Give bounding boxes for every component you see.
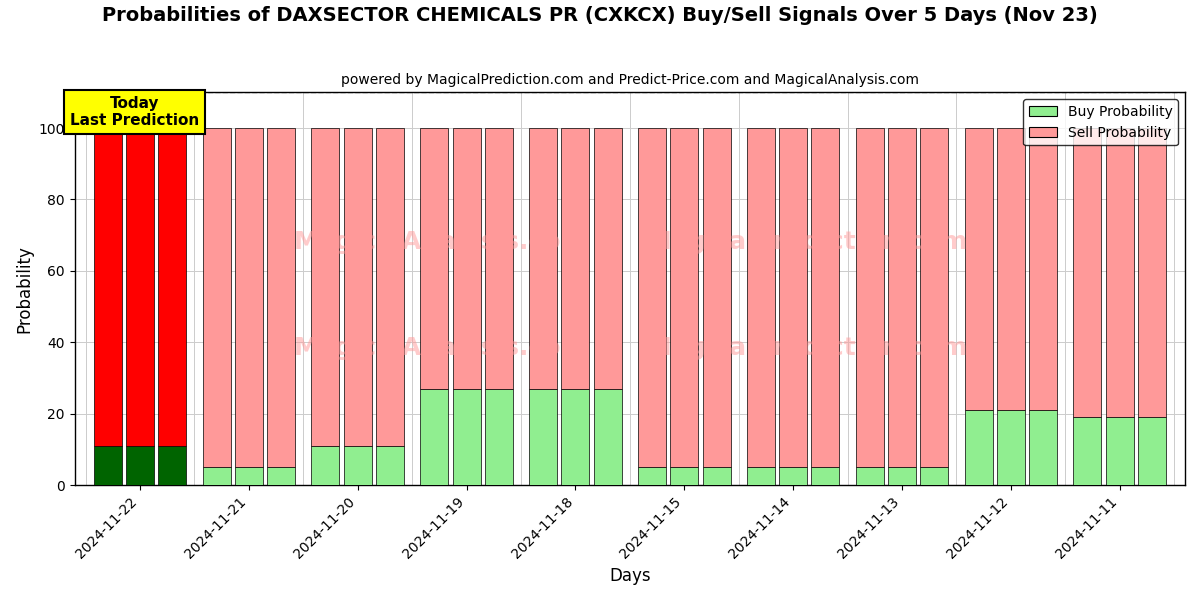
Bar xyxy=(529,128,557,389)
Bar xyxy=(1105,128,1134,417)
Bar xyxy=(562,389,589,485)
Bar xyxy=(856,467,883,485)
Bar xyxy=(485,389,512,485)
Text: MagicalAnalysis.com: MagicalAnalysis.com xyxy=(294,230,588,254)
Bar xyxy=(343,446,372,485)
Bar xyxy=(965,128,992,410)
Bar xyxy=(343,128,372,446)
Bar xyxy=(452,389,480,485)
Text: MagicalAnalysis.com: MagicalAnalysis.com xyxy=(294,335,588,359)
Bar xyxy=(126,128,154,446)
Bar xyxy=(702,128,731,467)
Bar xyxy=(746,128,775,467)
Bar xyxy=(1074,417,1102,485)
Bar xyxy=(965,410,992,485)
X-axis label: Days: Days xyxy=(610,567,650,585)
Bar xyxy=(376,446,404,485)
Text: Today
Last Prediction: Today Last Prediction xyxy=(70,96,199,128)
Bar xyxy=(888,467,916,485)
Bar xyxy=(920,128,948,467)
Bar xyxy=(997,128,1025,410)
Bar xyxy=(1074,128,1102,417)
Bar xyxy=(888,128,916,467)
Bar xyxy=(1030,410,1057,485)
Title: powered by MagicalPrediction.com and Predict-Price.com and MagicalAnalysis.com: powered by MagicalPrediction.com and Pre… xyxy=(341,73,919,87)
Bar xyxy=(997,410,1025,485)
Bar xyxy=(1138,128,1166,417)
Bar xyxy=(671,128,698,467)
Bar xyxy=(268,128,295,467)
Bar xyxy=(203,467,230,485)
Bar xyxy=(1030,128,1057,410)
Bar xyxy=(235,128,263,467)
Legend: Buy Probability, Sell Probability: Buy Probability, Sell Probability xyxy=(1024,99,1178,145)
Text: MagicalPrediction.com: MagicalPrediction.com xyxy=(647,335,968,359)
Bar xyxy=(1138,417,1166,485)
Bar xyxy=(312,446,340,485)
Bar xyxy=(671,467,698,485)
Bar xyxy=(203,128,230,467)
Bar xyxy=(779,128,808,467)
Text: MagicalPrediction.com: MagicalPrediction.com xyxy=(647,230,968,254)
Bar xyxy=(376,128,404,446)
Y-axis label: Probability: Probability xyxy=(16,245,34,332)
Bar xyxy=(158,128,186,446)
Bar xyxy=(94,446,121,485)
Bar xyxy=(420,389,449,485)
Bar xyxy=(702,467,731,485)
Bar xyxy=(452,128,480,389)
Bar xyxy=(811,467,839,485)
Bar xyxy=(126,446,154,485)
Text: Probabilities of DAXSECTOR CHEMICALS PR (CXKCX) Buy/Sell Signals Over 5 Days (No: Probabilities of DAXSECTOR CHEMICALS PR … xyxy=(102,6,1098,25)
Bar xyxy=(638,128,666,467)
Bar xyxy=(920,467,948,485)
Bar xyxy=(594,389,622,485)
Bar xyxy=(1105,417,1134,485)
Bar xyxy=(811,128,839,467)
Bar xyxy=(312,128,340,446)
Bar xyxy=(268,467,295,485)
Bar xyxy=(158,446,186,485)
Bar xyxy=(420,128,449,389)
Bar xyxy=(529,389,557,485)
Bar xyxy=(594,128,622,389)
Bar xyxy=(856,128,883,467)
Bar xyxy=(235,467,263,485)
Bar xyxy=(779,467,808,485)
Bar xyxy=(562,128,589,389)
Bar xyxy=(485,128,512,389)
Bar xyxy=(94,128,121,446)
Bar xyxy=(638,467,666,485)
Bar xyxy=(746,467,775,485)
